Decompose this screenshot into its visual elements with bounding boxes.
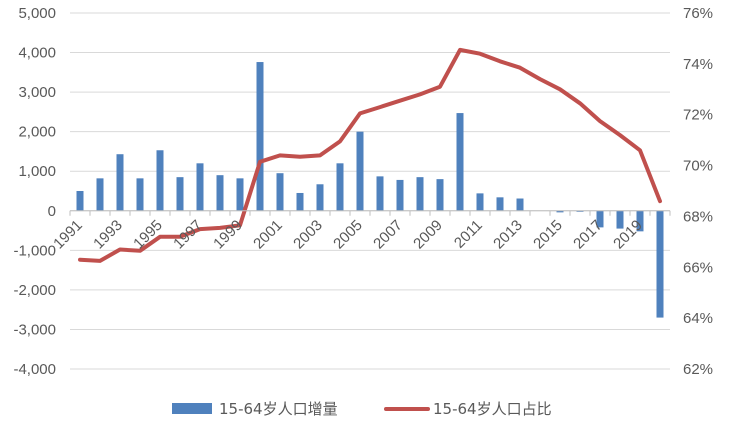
bar xyxy=(256,62,264,211)
x-tick-label: 2009 xyxy=(410,217,446,253)
y-left-tick-label: -1,000 xyxy=(13,242,56,259)
legend-bar-swatch xyxy=(172,403,212,414)
bar xyxy=(276,173,284,211)
x-tick-label: 2015 xyxy=(530,217,566,253)
y-axis-right: 62% 64% 66% 68% 70% 72% 74% 76% xyxy=(683,5,713,378)
bar xyxy=(456,113,464,211)
y-right-tick-label: 64% xyxy=(683,310,713,327)
bar xyxy=(616,210,624,229)
x-tick-label: 2003 xyxy=(290,217,326,253)
bar xyxy=(516,198,524,211)
bar xyxy=(476,193,484,211)
x-axis: 1991 1993 1995 1997 1999 2001 2003 2005 2007 2009… xyxy=(50,210,671,253)
bar xyxy=(636,210,644,232)
bar xyxy=(296,192,304,211)
y-left-tick-label: 4,000 xyxy=(18,45,56,62)
y-left-tick-label: 3,000 xyxy=(18,84,56,101)
legend-line-label: 15-64岁人口占比 xyxy=(433,400,552,418)
line-path xyxy=(78,47,662,263)
x-tick-label: 1993 xyxy=(90,217,126,253)
bar xyxy=(236,178,244,211)
bar-series xyxy=(76,62,664,318)
legend-bar-label: 15-64岁人口增量 xyxy=(219,400,338,418)
bar xyxy=(556,210,564,213)
bar xyxy=(656,210,664,318)
y-left-tick-label: 1,000 xyxy=(18,163,56,180)
bar xyxy=(496,197,504,211)
y-right-tick-label: 66% xyxy=(683,259,713,276)
bar xyxy=(376,176,384,211)
y-right-tick-label: 76% xyxy=(683,5,713,22)
bar xyxy=(396,179,404,211)
bar xyxy=(76,191,84,211)
x-tick-label: 2001 xyxy=(250,217,286,253)
y-left-tick-label: 2,000 xyxy=(18,124,56,141)
bar xyxy=(216,175,224,211)
y-left-tick-label: -2,000 xyxy=(13,282,56,299)
y-right-tick-label: 68% xyxy=(683,208,713,225)
y-right-tick-label: 70% xyxy=(683,158,713,175)
bar xyxy=(136,178,144,211)
y-right-tick-label: 74% xyxy=(683,56,713,73)
x-tick-label: 2005 xyxy=(330,217,366,253)
bar xyxy=(416,177,424,211)
bar xyxy=(356,131,364,211)
bar xyxy=(96,178,104,211)
y-axis-left: -4,000 -3,000 -2,000 -1,000 0 1,000 2,000 3,000… xyxy=(13,5,56,378)
x-tick-label: 1991 xyxy=(50,217,86,253)
x-tick-label: 2007 xyxy=(370,217,406,253)
bar xyxy=(196,163,204,211)
bar xyxy=(116,154,124,211)
y-left-tick-label: -3,000 xyxy=(13,321,56,338)
x-tick-label: 2013 xyxy=(490,217,526,253)
bar xyxy=(316,184,324,211)
x-tick-label: 2011 xyxy=(451,217,486,252)
bar xyxy=(176,177,184,211)
y-left-tick-label: 0 xyxy=(48,203,56,220)
x-tick-label: 1997 xyxy=(170,217,206,253)
bar xyxy=(596,210,604,228)
y-left-tick-label: -4,000 xyxy=(13,361,56,378)
bar xyxy=(156,150,164,211)
y-right-tick-label: 62% xyxy=(683,361,713,378)
bar xyxy=(436,179,444,211)
y-left-tick-label: 5,000 xyxy=(18,5,56,22)
line-series xyxy=(78,47,662,263)
legend: 15-64岁人口增量 15-64岁人口占比 xyxy=(172,400,552,418)
bar xyxy=(336,163,344,211)
y-right-tick-label: 72% xyxy=(683,107,713,124)
